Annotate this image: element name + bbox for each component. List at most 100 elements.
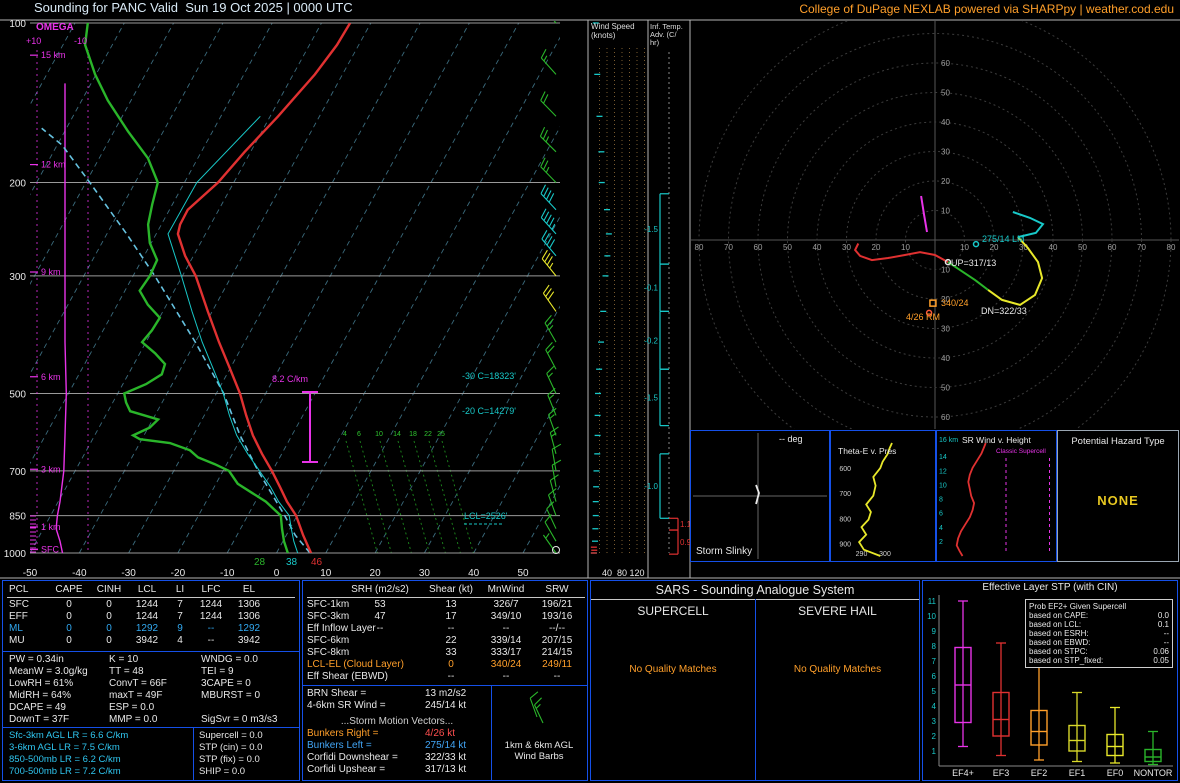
parcel-row-label: SFC <box>9 599 29 610</box>
svg-text:-20: -20 <box>171 568 186 579</box>
svg-text:10: 10 <box>960 243 969 252</box>
storm-motion-label: Bunkers Left = <box>307 740 372 751</box>
svg-text:12 km: 12 km <box>41 160 66 170</box>
index-value: LowRH = 61% <box>9 678 74 689</box>
stp-legend-item: based on STP_fixed: 0.05 <box>1029 656 1169 665</box>
index-value: MBURST = 0 <box>201 690 260 701</box>
lapse-rate-bracket <box>302 391 318 463</box>
svg-text:30: 30 <box>842 243 851 252</box>
svg-text:5: 5 <box>932 687 937 696</box>
kinem-value: 349/10 <box>490 611 522 622</box>
kinem-value: 193/16 <box>541 611 573 622</box>
stp-boxplot-chart: 1 2 3 4 5 6 7 8 9 10 11 EF4+ EF3 EF2 EF1 EF0 NONTOR <box>927 595 1173 778</box>
storm-slinky-panel <box>690 430 830 562</box>
kinem-value: 339/14 <box>490 635 522 646</box>
theta-e-panel: 600 700 800 900 290 300 <box>830 430 936 562</box>
stp-legend: Prob EF2+ Given Supercell based on CAPE:… <box>1025 599 1173 668</box>
svg-text:9: 9 <box>932 627 937 636</box>
composite-index-value: STP (cin) = 0.0 <box>199 742 263 753</box>
svg-text:1: 1 <box>932 747 937 756</box>
surface-dewpoint-f: 28 <box>254 557 266 568</box>
svg-text:20: 20 <box>941 295 950 304</box>
sars-title: SARS - Sounding Analogue System <box>655 583 855 597</box>
svg-text:14: 14 <box>393 431 401 438</box>
stp-legend-item: based on ESRH: -- <box>1029 629 1169 638</box>
svg-text:10: 10 <box>927 612 936 621</box>
parcel-header: LFC <box>201 584 221 595</box>
svg-text:600: 600 <box>839 466 851 473</box>
sr-wind-46-value: 245/14 kt <box>425 700 467 711</box>
skewt-wind-barbs <box>539 21 562 554</box>
storm-motion-header: ...Storm Motion Vectors... <box>340 716 454 727</box>
classic-supercell-label: Classic Supercell <box>996 448 1046 455</box>
index-value: MidRH = 64% <box>9 690 71 701</box>
svg-text:4: 4 <box>939 525 943 532</box>
sars-supercell-result[interactable]: No Quality Matches <box>629 664 717 675</box>
parcel-value: 0 <box>106 611 112 622</box>
kinem-value: 22 <box>445 635 457 646</box>
svg-text:25: 25 <box>437 431 445 438</box>
parcel-value: 0 <box>66 623 72 634</box>
kinem-row-label: Eff Inflow Layer <box>307 623 376 634</box>
kinem-value: 196/21 <box>541 599 573 610</box>
svg-text:20: 20 <box>370 568 382 579</box>
index-value: DCAPE = 49 <box>9 702 66 713</box>
parcel-header: LCL <box>137 584 157 595</box>
kinem-value: -- <box>447 671 455 682</box>
svg-text:-10: -10 <box>220 568 235 579</box>
kinem-row-label: SFC-8km <box>307 647 350 658</box>
svg-text:10: 10 <box>939 482 947 489</box>
svg-text:6: 6 <box>939 511 943 518</box>
kinem-value: -- <box>376 623 384 634</box>
svg-text:EF0: EF0 <box>1107 768 1124 778</box>
parcel-value: 1244 <box>199 599 223 610</box>
svg-text:800: 800 <box>839 516 851 523</box>
storm-motion-label: Corfidi Upshear = <box>307 764 386 775</box>
stp-title: Effective Layer STP (with CIN) <box>982 582 1118 593</box>
svg-text:60: 60 <box>1108 243 1117 252</box>
svg-text:10: 10 <box>941 266 950 275</box>
svg-text:80: 80 <box>695 243 704 252</box>
parcel-value: 3942 <box>237 635 261 646</box>
svg-text:-0.2: -0.2 <box>644 336 658 345</box>
parcel-header: EL <box>242 584 256 595</box>
svg-text:30: 30 <box>1019 243 1028 252</box>
svg-text:-1.5: -1.5 <box>644 225 658 234</box>
svg-text:6: 6 <box>932 672 937 681</box>
sars-hail-result[interactable]: No Quality Matches <box>793 664 882 675</box>
svg-text:EF4+: EF4+ <box>952 768 974 778</box>
index-value: TT = 48 <box>109 666 144 677</box>
svg-text:8: 8 <box>932 642 937 651</box>
svg-text:30: 30 <box>941 148 950 157</box>
parcel-value: 0 <box>106 599 112 610</box>
parcel-value: 1244 <box>199 611 223 622</box>
parcel-value: 1306 <box>237 599 261 610</box>
lcl-annotation: LCL=2526' <box>464 511 508 521</box>
index-value: maxT = 49F <box>109 690 163 701</box>
svg-text:30: 30 <box>941 325 950 334</box>
parcel-value: 9 <box>177 623 183 634</box>
kinem-value: 333/17 <box>490 647 522 658</box>
index-value: WNDG = 0.0 <box>201 654 258 665</box>
svg-text:8: 8 <box>939 497 943 504</box>
parcel-value: -- <box>207 623 215 634</box>
parcel-header: LI <box>175 584 185 595</box>
site-credit: College of DuPage NEXLAB powered via SHA… <box>799 2 1174 16</box>
svg-text:SFC: SFC <box>41 545 60 555</box>
svg-text:80: 80 <box>1167 243 1176 252</box>
composite-index-value: STP (fix) = 0.0 <box>199 754 260 765</box>
svg-text:40: 40 <box>602 568 612 578</box>
minus30-height-annotation: -30 C=18323' <box>462 371 517 381</box>
stp-legend-item: based on EBWD: -- <box>1029 638 1169 647</box>
sr-wind-panel: 2 4 6 8 10 12 14 <box>936 430 1057 562</box>
parcel-value: 3942 <box>135 635 159 646</box>
stp-legend-items: based on CAPE: 0.0 based on LCL: 0.1 based o… <box>1029 611 1169 665</box>
thermodynamics-panel: PCL CAPE CINH LCL LI LFC EL SFC 0 0 1244 7 1244 1306 E… <box>2 580 300 781</box>
kinem-header: SRW <box>545 584 569 595</box>
surface-wetbulb-f: 38 <box>286 557 298 568</box>
lapse-rate-value: Sfc-3km AGL LR = 6.6 C/km <box>9 730 129 741</box>
surface-temp-f: 46 <box>311 557 323 568</box>
index-value: MMP = 0.0 <box>109 714 158 725</box>
parcel-value: 4 <box>177 635 183 646</box>
svg-text:4: 4 <box>932 702 937 711</box>
